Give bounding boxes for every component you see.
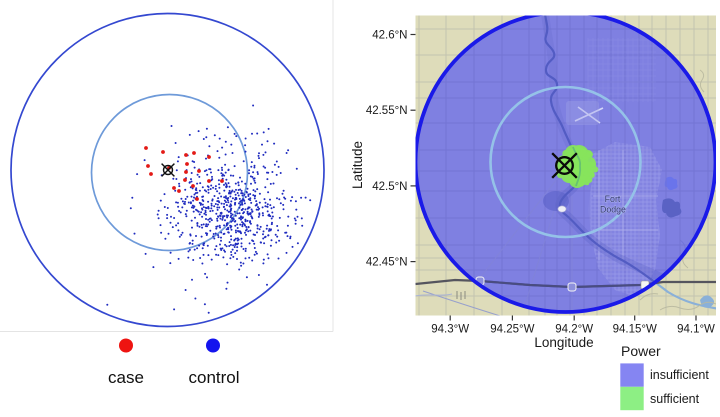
svg-text:42.55°N: 42.55°N (366, 105, 408, 117)
svg-text:insufficient: insufficient (650, 368, 709, 382)
svg-text:94.15°W: 94.15°W (613, 324, 657, 336)
svg-text:42.5°N: 42.5°N (372, 181, 407, 193)
svg-text:42.6°N: 42.6°N (372, 30, 407, 42)
svg-text:Dodge: Dodge (600, 205, 626, 215)
svg-text:94.25°W: 94.25°W (490, 324, 534, 336)
svg-text:Longitude: Longitude (534, 335, 593, 350)
svg-text:Latitude: Latitude (350, 141, 365, 189)
svg-text:sufficient: sufficient (650, 392, 700, 406)
svg-text:42.45°N: 42.45°N (366, 257, 408, 269)
svg-text:94.3°W: 94.3°W (431, 324, 469, 336)
svg-text:94.2°W: 94.2°W (555, 324, 593, 336)
svg-text:control: control (188, 368, 239, 387)
svg-text:case: case (108, 368, 144, 387)
svg-text:Power: Power (621, 343, 661, 359)
svg-text:94.1°W: 94.1°W (677, 324, 715, 336)
svg-text:Fort: Fort (605, 194, 621, 204)
